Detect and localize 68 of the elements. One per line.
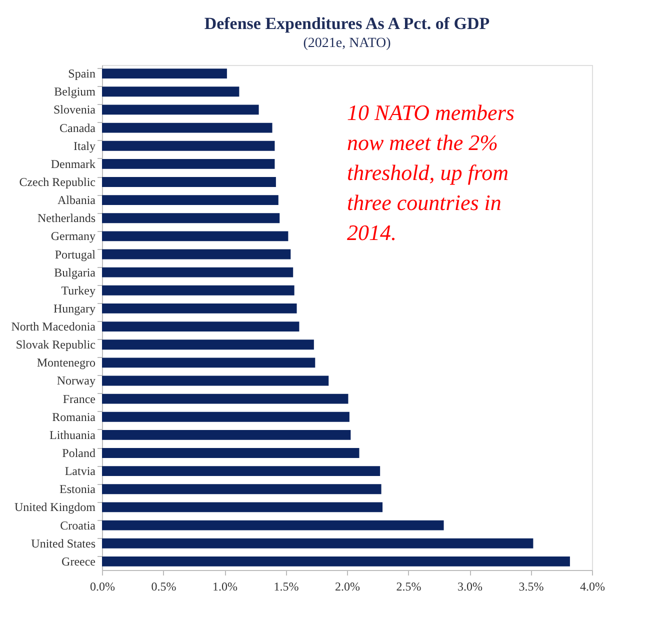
y-tick-label: Lithuania: [50, 428, 96, 442]
x-tick-label: 1.5%: [274, 580, 299, 594]
y-tick-label: Canada: [60, 120, 96, 135]
bar: [102, 376, 329, 386]
bar: [102, 358, 316, 368]
bar: [102, 267, 294, 278]
y-tick-label: Latvia: [64, 464, 96, 478]
y-tick-label: North Macedonia: [11, 320, 96, 334]
y-tick-label: United States: [31, 536, 96, 550]
y-tick-label: Romania: [52, 410, 96, 424]
x-tick-label: 2.5%: [396, 580, 422, 594]
bar: [102, 303, 297, 314]
y-tick-label: Germany: [50, 229, 96, 244]
chart-subtitle: (2021e, NATO): [303, 36, 392, 51]
x-tick-label: 1.0%: [212, 580, 238, 594]
y-tick-label: Portugal: [54, 247, 96, 262]
y-tick-label: United Kingdom: [14, 500, 96, 514]
x-tick-label: 0.0%: [90, 580, 115, 594]
y-tick-label: Belgium: [54, 84, 96, 99]
x-tick-label: 3.5%: [518, 580, 544, 594]
bar: [102, 394, 348, 404]
y-tick-label: Italy: [74, 138, 96, 153]
bar: [102, 140, 275, 151]
bar: [102, 213, 280, 224]
bar: [102, 68, 227, 79]
y-tick-label: Poland: [62, 446, 96, 460]
y-tick-label: Croatia: [60, 518, 96, 532]
bar: [102, 158, 275, 169]
chart-title: Defense Expenditures As A Pct. of GDP: [204, 14, 490, 33]
y-tick-label: Bulgaria: [54, 265, 96, 280]
y-tick-label: Estonia: [60, 482, 96, 496]
y-tick-label: Czech Republic: [19, 174, 96, 189]
bar: [102, 412, 350, 422]
y-tick-label: Montenegro: [36, 356, 96, 370]
bar: [102, 86, 240, 97]
bar: [102, 502, 383, 512]
bar: [102, 231, 288, 242]
y-tick-label: Slovenia: [54, 102, 96, 117]
bar: [102, 430, 351, 440]
bar: [102, 322, 300, 332]
y-tick-label: Slovak Republic: [16, 338, 96, 352]
y-tick-label: Netherlands: [38, 211, 96, 226]
y-tick-label: Norway: [56, 374, 96, 388]
bar: [102, 195, 278, 206]
bar: [102, 285, 294, 296]
x-tick-label: 4.0%: [580, 580, 605, 594]
x-tick-label: 0.5%: [151, 580, 176, 594]
bar: [102, 104, 259, 115]
y-tick-label: Greece: [62, 554, 96, 568]
bar: [102, 177, 276, 187]
bar: [102, 484, 382, 494]
bar: [102, 466, 380, 476]
y-tick-label: Spain: [68, 66, 96, 81]
bar: [102, 249, 291, 260]
bar: [102, 556, 570, 566]
y-tick-label: Denmark: [50, 156, 96, 171]
bar: [102, 538, 534, 548]
bar: [102, 340, 314, 350]
x-tick-label: 3.0%: [458, 580, 482, 594]
annotation: 10 NATO members now meet the 2% threshold, up from three countries in 2014.: [347, 100, 514, 245]
x-tick-label: 2.0%: [335, 580, 360, 594]
y-tick-label: Albania: [58, 193, 96, 208]
y-tick-label: France: [62, 392, 96, 406]
y-tick-label: Hungary: [54, 301, 96, 316]
bar: [102, 448, 360, 458]
bar: [102, 520, 444, 530]
y-tick-label: Turkey: [61, 283, 96, 298]
bar: [102, 122, 272, 133]
